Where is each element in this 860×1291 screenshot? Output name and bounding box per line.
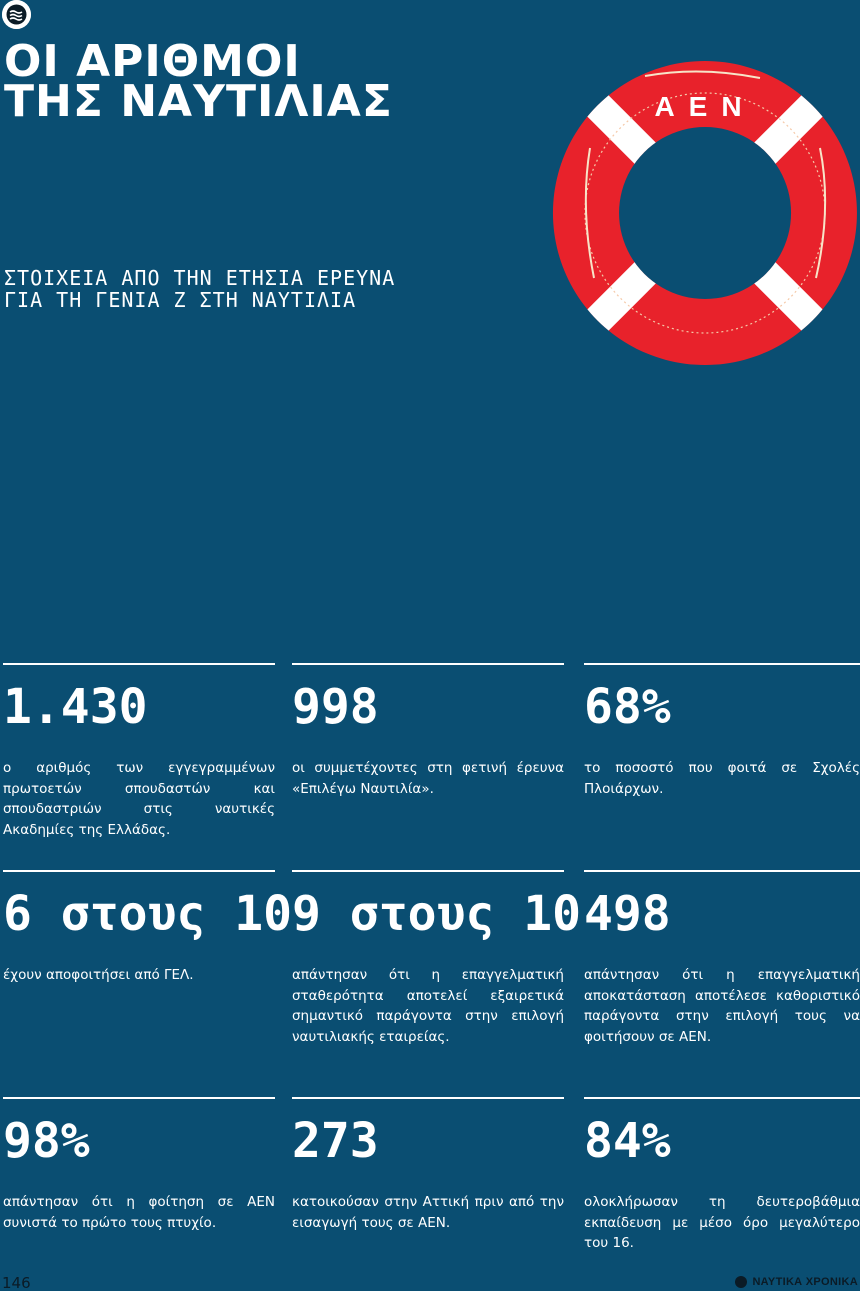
stat-value: 498 (584, 886, 671, 942)
divider (584, 870, 860, 872)
page-title-line-1: ΟΙ ΑΡΙΘΜΟΙ (4, 36, 301, 87)
stat-description: ολοκλήρωσαν τη δευτεροβάθμια εκπαίδευση … (584, 1194, 860, 1251)
stat-block: 6 στους 10 έχουν αποφοιτήσει από ΓΕΛ. (3, 870, 292, 986)
page-title: ΟΙ ΑΡΙΘΜΟΙ ΤΗΣ ΝΑΥΤΙΛΙΑΣ (4, 36, 393, 127)
page-number: 146 (2, 1274, 31, 1291)
brand-logo-icon (735, 1276, 748, 1288)
stat-block: 84% ολοκλήρωσαν τη δευτεροβάθμια εκπαίδε… (584, 1097, 860, 1254)
stat-description: έχουν αποφοιτήσει από ΓΕΛ. (3, 967, 194, 983)
divider (3, 1097, 275, 1099)
stat-block: 9 στους 10 απάντησαν ότι η επαγγελματική… (292, 870, 581, 1047)
divider (292, 870, 564, 872)
stat-description: οι συμμετέχοντες στη φετινή έρευνα «Επιλ… (292, 760, 564, 797)
divider (584, 663, 860, 665)
page-subtitle-line-2: ΓΙΑ ΤΗ ΓΕΝΙΑ Ζ ΣΤΗ ΝΑΥΤΙΛΙΑ (4, 288, 357, 312)
waves-logo-icon (2, 0, 31, 29)
stat-block: 273 κατοικούσαν στην Αττική πριν από την… (292, 1097, 564, 1233)
divider (584, 1097, 860, 1099)
lifebuoy-illustration: ΑΕΝ (552, 61, 857, 365)
stat-description: απάντησαν ότι η επαγγελματική σταθερότητ… (292, 967, 564, 1045)
stat-description: κατοικούσαν στην Αττική πριν από την εισ… (292, 1194, 564, 1231)
stat-value: 98% (3, 1113, 90, 1169)
stat-block: 498 απάντησαν ότι η επαγγελματική αποκατ… (584, 870, 860, 1047)
stat-description: το ποσοστό που φοιτά σε Σχολές Πλοιάρχων… (584, 760, 860, 797)
page-title-line-2: ΤΗΣ ΝΑΥΤΙΛΙΑΣ (4, 76, 393, 127)
stat-description: απάντησαν ότι η φοίτηση σε ΑΕΝ συνιστά τ… (3, 1194, 275, 1231)
stat-value: 998 (292, 679, 379, 735)
stat-value: 68% (584, 679, 671, 735)
page-subtitle: ΣΤΟΙΧΕΙΑ ΑΠΟ ΤΗΝ ΕΤΗΣΙΑ ΕΡΕΥΝΑ ΓΙΑ ΤΗ ΓΕ… (4, 267, 395, 311)
stat-value: 1.430 (3, 679, 148, 735)
divider (3, 663, 275, 665)
divider (292, 1097, 564, 1099)
stat-block: 1.430 ο αριθμός των εγγεγραμμένων πρωτοε… (3, 663, 275, 840)
brand-name: ΝΑΥΤΙΚΑ ΧΡΟΝΙΚΑ (752, 1276, 858, 1288)
stat-block: 998 οι συμμετέχοντες στη φετινή έρευνα «… (292, 663, 564, 799)
lifebuoy-label: ΑΕΝ (654, 91, 755, 122)
stat-value: 273 (292, 1113, 379, 1169)
brand-footer: ΝΑΥΤΙΚΑ ΧΡΟΝΙΚΑ (735, 1276, 858, 1288)
stat-description: ο αριθμός των εγγεγραμμένων πρωτοετών σπ… (3, 760, 275, 838)
stat-block: 98% απάντησαν ότι η φοίτηση σε ΑΕΝ συνισ… (3, 1097, 275, 1233)
divider (3, 870, 275, 872)
stat-value: 9 στους 10 (292, 886, 581, 942)
stat-value: 84% (584, 1113, 671, 1169)
stat-value: 6 στους 10 (3, 886, 292, 942)
page-subtitle-line-1: ΣΤΟΙΧΕΙΑ ΑΠΟ ΤΗΝ ΕΤΗΣΙΑ ΕΡΕΥΝΑ (4, 266, 396, 290)
divider (292, 663, 564, 665)
stat-description: απάντησαν ότι η επαγγελματική αποκατάστα… (584, 967, 860, 1045)
stat-block: 68% το ποσοστό που φοιτά σε Σχολές Πλοιά… (584, 663, 860, 799)
